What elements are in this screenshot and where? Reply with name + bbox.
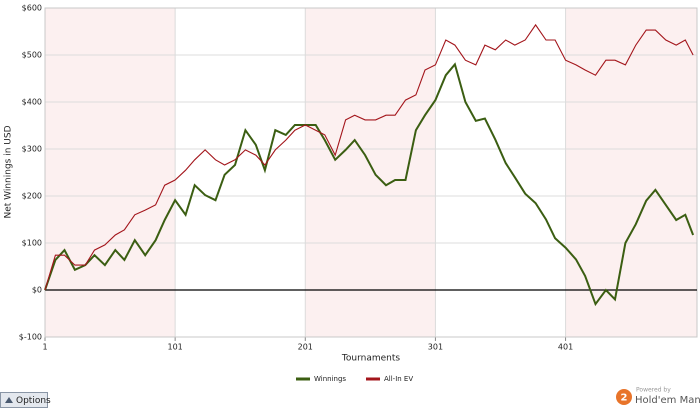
button-label[interactable]: Options — [16, 396, 51, 406]
logo-circle — [616, 389, 632, 405]
series-line — [44, 23, 694, 291]
x-tick-label: 401 — [558, 343, 573, 352]
y-axis-label: Net Winnings in USD — [4, 125, 14, 218]
band — [45, 8, 176, 337]
x-tick-label: 101 — [167, 343, 182, 352]
x-tick-label: 201 — [298, 343, 313, 352]
legend-label: Winnings — [314, 375, 346, 383]
y-tick-label: $300 — [22, 145, 42, 154]
y-tick-label: $100 — [22, 239, 42, 248]
band — [565, 8, 697, 337]
band — [305, 8, 436, 337]
options-button[interactable]: Options — [0, 392, 52, 408]
y-tick-label: $600 — [22, 4, 42, 13]
x-tick-label: 301 — [428, 343, 443, 352]
y-tick-label: $400 — [22, 98, 42, 107]
brand-name: Hold'em Manager — [635, 395, 700, 406]
series-line — [44, 62, 695, 307]
y-tick-label: $-100 — [19, 333, 42, 342]
x-tick-label: 1 — [42, 343, 47, 352]
logo-badge: 2 — [621, 393, 628, 404]
powered-by: Powered by — [636, 387, 671, 394]
y-tick-label: $200 — [22, 192, 42, 201]
button-icon[interactable] — [5, 397, 13, 403]
plot-area: $-100 $0 $100 $200 $300 $400 $500 $600 1 101 201 30… — [19, 4, 698, 352]
y-tick-label: $500 — [22, 51, 42, 60]
x-axis-label: Tournaments — [341, 354, 400, 364]
legend-label: All-In EV — [384, 375, 413, 383]
brand-logo: 2 Powered by Hold'em Manager — [616, 387, 700, 406]
plot-border — [44, 7, 698, 338]
y-tick-label: $0 — [32, 286, 42, 295]
